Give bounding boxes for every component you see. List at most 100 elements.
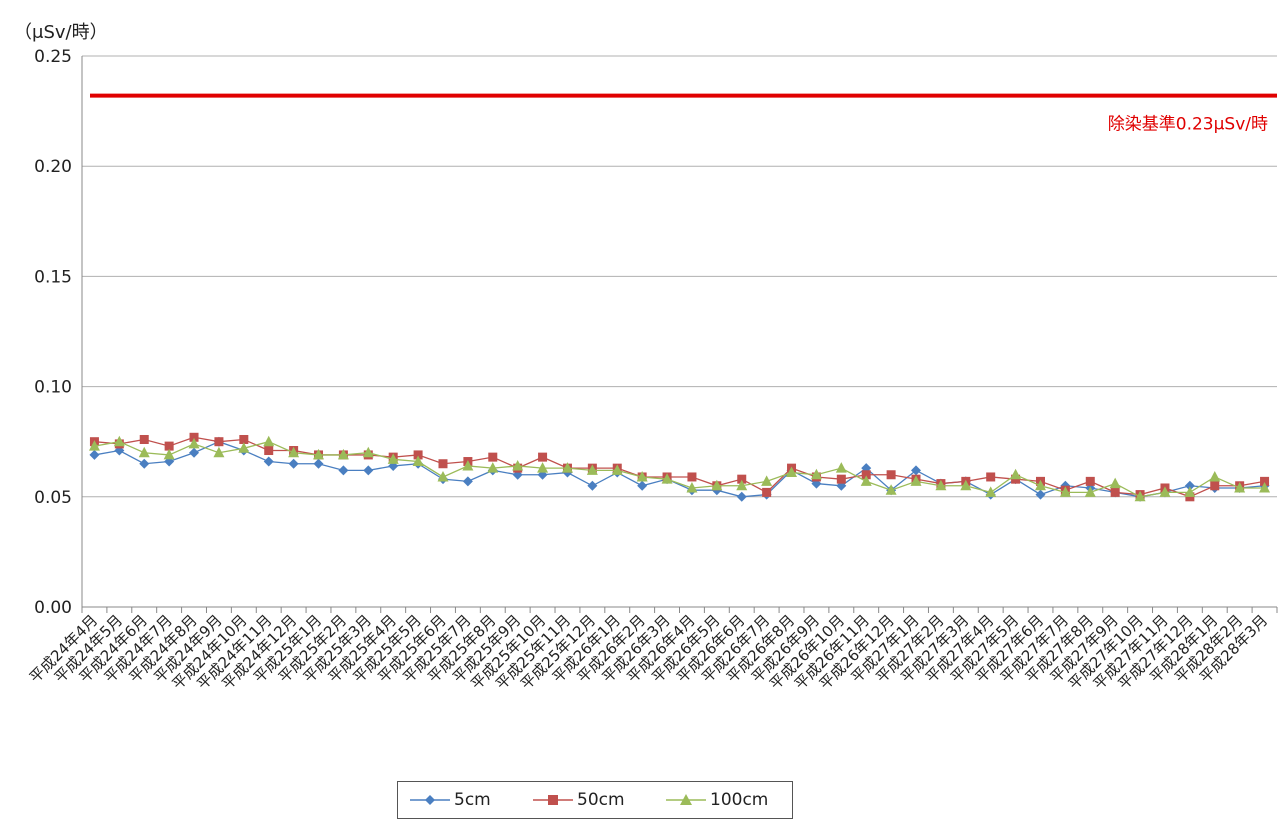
y-tick-label-0.20: 0.20 <box>34 157 72 177</box>
data-point-100cm <box>1184 486 1196 497</box>
data-point-100cm <box>387 453 399 464</box>
data-point-100cm <box>437 470 449 482</box>
data-point-50cm <box>264 446 274 456</box>
data-point-100cm <box>362 446 374 458</box>
data-point-50cm <box>189 432 199 442</box>
data-point-100cm <box>910 475 922 486</box>
y-tick-label-0.05: 0.05 <box>34 488 72 508</box>
data-point-100cm <box>1234 481 1246 493</box>
reference-line-label: 除染基準0.23μSv/時 <box>1108 115 1268 135</box>
data-point-50cm <box>737 474 747 484</box>
data-point-100cm <box>487 462 499 473</box>
data-point-50cm <box>1085 476 1095 486</box>
data-point-5cm <box>288 458 299 469</box>
data-point-100cm <box>736 479 748 491</box>
data-point-100cm <box>711 479 723 491</box>
legend-label-100cm: 100cm <box>710 790 769 810</box>
data-point-5cm <box>1184 480 1195 491</box>
data-point-100cm <box>512 459 524 471</box>
y-tick-label-0.10: 0.10 <box>34 378 72 398</box>
legend-item-5cm: 5cm <box>410 790 491 812</box>
data-point-5cm <box>911 465 922 476</box>
data-point-100cm <box>885 484 897 495</box>
data-point-50cm <box>1110 487 1120 497</box>
legend: 5cm 50cm 100cm <box>397 781 793 819</box>
data-point-100cm <box>188 437 200 449</box>
data-point-5cm <box>263 456 274 467</box>
legend-marker-100cm <box>666 794 706 805</box>
y-tick-label-0.25: 0.25 <box>34 47 72 67</box>
data-point-5cm <box>736 491 747 502</box>
data-point-50cm <box>538 452 548 462</box>
series-line-100cm <box>94 441 1265 498</box>
data-point-5cm <box>637 480 648 491</box>
data-point-100cm <box>1059 486 1071 497</box>
data-point-100cm <box>462 459 474 471</box>
data-point-50cm <box>886 470 896 480</box>
data-point-100cm <box>1084 486 1096 497</box>
data-point-50cm <box>413 450 423 460</box>
legend-label-5cm: 5cm <box>454 790 491 810</box>
data-point-50cm <box>1260 476 1270 486</box>
data-point-100cm <box>313 448 325 460</box>
data-point-100cm <box>113 435 125 447</box>
data-point-5cm <box>189 447 200 458</box>
data-point-50cm <box>164 441 174 451</box>
legend-item-100cm: 100cm <box>666 790 768 812</box>
y-tick-label-0.00: 0.00 <box>34 598 72 618</box>
data-point-100cm <box>985 486 997 497</box>
data-point-100cm <box>1034 479 1046 491</box>
data-point-5cm <box>139 458 150 469</box>
data-point-5cm <box>338 465 349 476</box>
legend-marker-5cm <box>410 795 450 805</box>
data-point-100cm <box>1159 486 1171 497</box>
data-point-100cm <box>935 479 947 491</box>
data-point-5cm <box>313 458 324 469</box>
data-point-50cm <box>986 472 996 482</box>
data-point-100cm <box>288 446 300 458</box>
data-point-100cm <box>835 462 847 473</box>
data-point-100cm <box>786 466 798 478</box>
data-point-100cm <box>412 455 424 467</box>
data-point-50cm <box>687 472 697 482</box>
data-point-100cm <box>1209 470 1221 482</box>
legend-marker-50cm <box>533 795 573 805</box>
data-point-100cm <box>611 464 623 475</box>
data-point-5cm <box>462 476 473 487</box>
data-point-100cm <box>686 481 698 493</box>
data-point-100cm <box>636 470 648 482</box>
data-point-100cm <box>860 475 872 486</box>
data-point-5cm <box>587 480 598 491</box>
data-point-100cm <box>1109 477 1121 489</box>
y-tick-label-0.15: 0.15 <box>34 267 72 287</box>
data-point-100cm <box>88 440 100 451</box>
data-point-100cm <box>213 446 225 458</box>
data-point-100cm <box>1134 490 1146 502</box>
data-point-5cm <box>363 465 374 476</box>
data-point-50cm <box>836 474 846 484</box>
data-point-50cm <box>214 437 224 447</box>
data-point-100cm <box>661 473 673 484</box>
data-point-100cm <box>238 442 250 453</box>
data-point-50cm <box>239 434 249 444</box>
data-point-5cm <box>89 449 100 460</box>
data-point-100cm <box>1010 468 1022 480</box>
data-point-50cm <box>438 459 448 469</box>
data-point-50cm <box>139 434 149 444</box>
data-point-100cm <box>537 462 549 473</box>
line-chart: 0.000.050.100.150.200.25平成24年4月平成24年5月平成… <box>26 47 1278 693</box>
data-point-100cm <box>586 464 598 475</box>
data-point-50cm <box>762 487 772 497</box>
legend-label-50cm: 50cm <box>577 790 625 810</box>
data-point-100cm <box>337 448 349 460</box>
data-point-100cm <box>138 446 150 458</box>
data-point-100cm <box>810 468 822 480</box>
data-point-100cm <box>960 479 972 491</box>
data-point-50cm <box>861 470 871 480</box>
data-point-100cm <box>163 448 175 460</box>
data-point-100cm <box>1259 481 1271 493</box>
data-point-100cm <box>761 475 773 486</box>
data-point-100cm <box>561 462 573 473</box>
data-point-50cm <box>1210 481 1220 491</box>
y-axis-unit-label: （μSv/時） <box>14 22 108 43</box>
